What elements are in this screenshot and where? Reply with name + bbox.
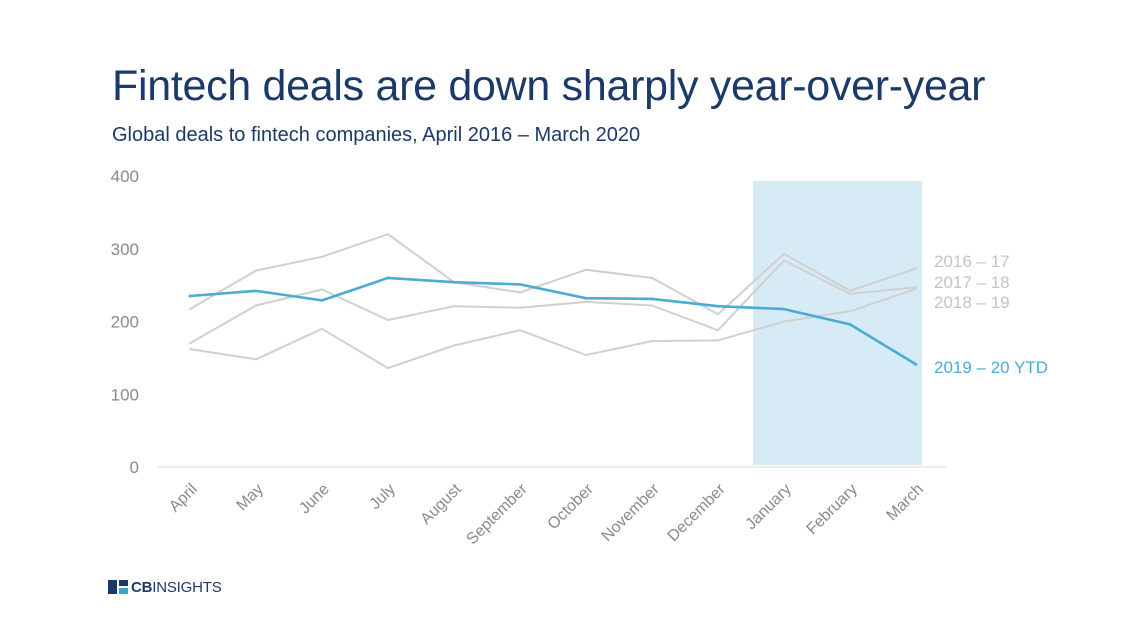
data-point: [321, 327, 323, 330]
data-point: [321, 255, 323, 258]
data-point: [519, 329, 521, 332]
x-tick-label: August: [418, 480, 466, 528]
data-point: [189, 308, 191, 311]
x-tick-label: May: [233, 481, 266, 514]
data-point: [387, 319, 389, 322]
data-point: [254, 289, 258, 293]
data-point: [255, 304, 257, 307]
x-tick-label: October: [545, 480, 598, 533]
series-line: [189, 233, 917, 316]
data-point: [452, 280, 456, 284]
data-point: [453, 305, 455, 308]
data-point: [519, 291, 521, 294]
data-point: [716, 304, 720, 308]
data-point: [915, 267, 917, 270]
data-point: [584, 296, 588, 300]
data-point: [585, 268, 587, 271]
data-point: [585, 300, 587, 303]
data-point: [519, 306, 521, 309]
y-tick-label: 200: [111, 313, 139, 332]
x-tick-label: March: [883, 481, 926, 524]
series-label: 2019 – 20 YTD: [934, 358, 1048, 377]
data-point: [782, 307, 786, 311]
logo-wordmark: CBINSIGHTS: [131, 578, 222, 596]
data-point: [189, 348, 191, 351]
x-tick-label: April: [166, 481, 201, 516]
data-point: [651, 276, 653, 279]
data-point: [914, 363, 918, 366]
data-point: [717, 313, 719, 316]
y-tick-label: 400: [111, 167, 139, 186]
series-label: 2018 – 19: [934, 293, 1010, 312]
data-point: [188, 294, 192, 298]
y-tick-label: 100: [111, 385, 139, 404]
data-point: [783, 252, 785, 255]
data-point: [320, 299, 324, 302]
data-point: [849, 310, 851, 313]
chart-title: Fintech deals are down sharply year-over…: [112, 62, 986, 110]
data-point: [585, 353, 587, 356]
data-point: [321, 288, 323, 291]
x-tick-label: November: [599, 480, 664, 545]
y-tick-label: 300: [111, 240, 139, 259]
cbinsights-logo: CBINSIGHTS: [108, 578, 222, 596]
data-point: [848, 323, 852, 326]
x-tick-label: February: [804, 481, 861, 538]
data-point: [189, 342, 191, 345]
data-point: [387, 233, 389, 236]
data-point: [849, 289, 851, 292]
data-point: [387, 367, 389, 370]
data-point: [453, 344, 455, 347]
data-point: [386, 276, 390, 280]
data-point: [518, 282, 522, 286]
series-line: [189, 287, 917, 370]
data-point: [915, 286, 917, 289]
data-point: [783, 259, 785, 262]
data-point: [651, 304, 653, 307]
x-tick-label: September: [463, 480, 531, 548]
data-point: [255, 358, 257, 361]
data-point: [849, 292, 851, 295]
x-tick-label: July: [367, 481, 399, 513]
data-point: [651, 340, 653, 343]
chart-subtitle: Global deals to fintech companies, April…: [112, 124, 641, 146]
data-point: [717, 339, 719, 342]
data-point: [783, 320, 785, 323]
series-label: 2017 – 18: [934, 273, 1010, 292]
data-point: [717, 329, 719, 332]
y-tick-label: 0: [130, 458, 139, 477]
series-line-current: [189, 276, 917, 366]
series-label: 2016 – 17: [934, 252, 1010, 271]
x-tick-label: January: [743, 481, 795, 533]
data-point: [255, 269, 257, 272]
data-point: [650, 297, 654, 301]
data-point: [915, 287, 917, 290]
series-line: [189, 259, 917, 345]
cbinsights-logo-icon: [108, 580, 128, 594]
x-tick-label: December: [665, 480, 730, 545]
x-tick-label: June: [296, 481, 333, 518]
